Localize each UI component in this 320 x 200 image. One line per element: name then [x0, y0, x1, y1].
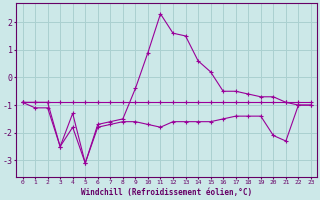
- X-axis label: Windchill (Refroidissement éolien,°C): Windchill (Refroidissement éolien,°C): [81, 188, 252, 197]
